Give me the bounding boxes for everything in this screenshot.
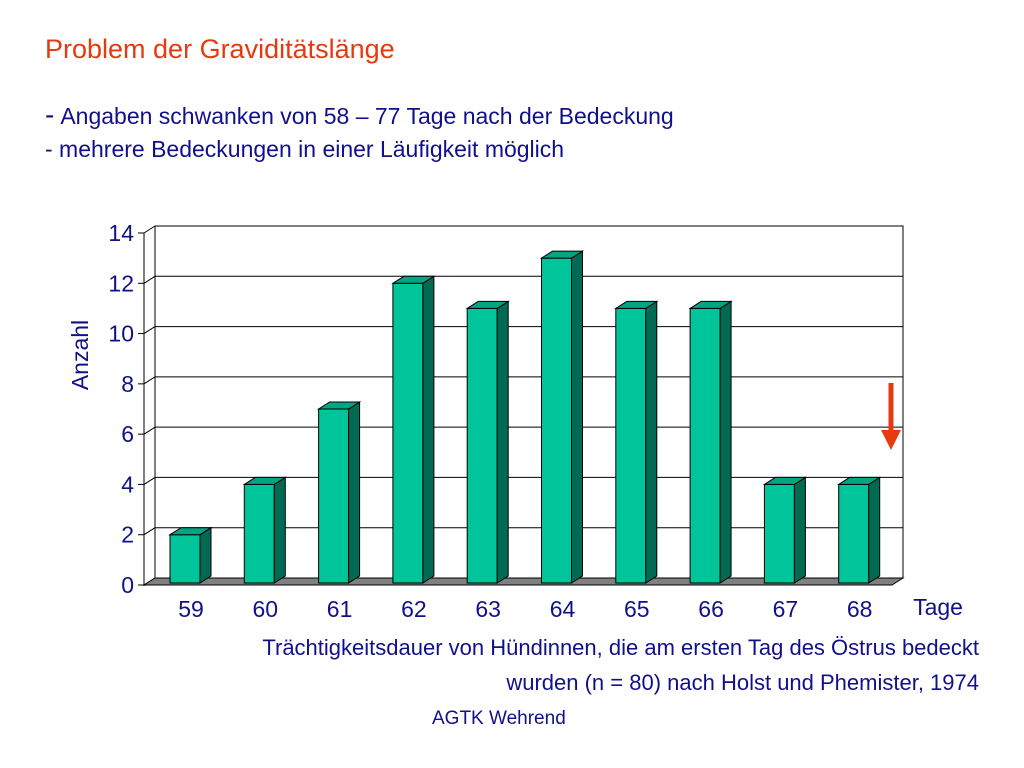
bar-59 xyxy=(168,526,213,584)
bar-front xyxy=(541,257,572,584)
bar-side xyxy=(645,300,658,584)
bullet-range-text: Angaben schwanken von 58 – 77 Tage nach … xyxy=(60,103,674,129)
gridline-depth xyxy=(143,376,156,385)
x-tick-label: 59 xyxy=(178,596,204,622)
bar-67 xyxy=(762,476,808,584)
arrow-head xyxy=(881,430,901,450)
x-tick-label: 65 xyxy=(624,596,650,622)
y-tick-label: 10 xyxy=(108,321,134,347)
down-arrow-annotation xyxy=(881,383,901,450)
gridline-depth xyxy=(143,275,156,284)
bar-62 xyxy=(391,275,436,584)
x-tick-label: 64 xyxy=(550,596,576,622)
gridline-depth xyxy=(143,426,156,435)
bar-front xyxy=(615,307,647,584)
bar-top xyxy=(539,250,585,259)
bar-top xyxy=(762,476,808,485)
bar-66 xyxy=(688,300,733,584)
y-tick-labels: 0 2 4 6 8 10 12 14 xyxy=(108,220,134,598)
bar-side xyxy=(348,401,361,584)
bar-61 xyxy=(316,401,362,584)
bar-front xyxy=(763,483,795,584)
y-tick-label: 6 xyxy=(121,421,134,447)
caption-line-2: wurden (n = 80) nach Holst und Phemister… xyxy=(506,670,979,695)
bar-front xyxy=(392,282,424,584)
bar-front xyxy=(243,483,275,584)
x-tick-label: 67 xyxy=(773,596,799,622)
bar-front xyxy=(169,534,201,584)
x-tick-label: 68 xyxy=(847,596,873,622)
bullet-range: - Angaben schwanken von 58 – 77 Tage nach… xyxy=(45,99,674,131)
bar-top xyxy=(836,476,882,485)
chart-bars xyxy=(168,250,882,584)
bar-front xyxy=(838,483,870,584)
y-tick-label: 0 xyxy=(121,572,134,598)
bar-top xyxy=(465,300,510,309)
bar-top xyxy=(614,300,659,309)
x-tick-labels: 59 60 61 62 63 64 65 66 67 68 xyxy=(178,596,872,622)
bar-front xyxy=(689,307,721,584)
bar-65 xyxy=(614,300,659,584)
bullet-multiple-matings: - mehrere Bedeckungen in einer Läufigkei… xyxy=(45,136,565,162)
bar-side xyxy=(199,526,212,584)
x-tick-label: 60 xyxy=(253,596,279,622)
y-tick-label: 12 xyxy=(108,270,134,296)
bar-side xyxy=(793,476,806,584)
x-tick-label: 62 xyxy=(401,596,427,622)
bar-68 xyxy=(836,476,882,584)
y-tick-label: 4 xyxy=(121,471,134,497)
x-axis-label: Tage xyxy=(913,594,963,620)
bar-64 xyxy=(539,250,585,584)
bar-side xyxy=(719,300,732,584)
gridline-depth xyxy=(143,326,156,334)
gridline-depth xyxy=(143,527,156,536)
bar-63 xyxy=(465,300,510,584)
bar-60 xyxy=(242,476,288,584)
bar-top xyxy=(168,527,213,536)
bar-side xyxy=(868,476,881,584)
bar-top xyxy=(391,275,436,284)
x-tick-label: 66 xyxy=(698,596,724,622)
x-tick-label: 63 xyxy=(475,596,501,622)
gridline-depth xyxy=(143,477,156,485)
caption-line-1: Trächtigkeitsdauer von Hündinnen, die am… xyxy=(262,635,979,660)
bar-side xyxy=(496,300,509,584)
bar-top xyxy=(316,401,362,410)
bar-side xyxy=(273,476,286,584)
y-axis-label: Anzahl xyxy=(67,320,93,390)
slide-title: Problem der Graviditätslänge xyxy=(45,34,395,64)
y-tick-label: 2 xyxy=(121,522,134,548)
bar-front xyxy=(466,307,498,584)
y-tick-label: 14 xyxy=(108,220,134,246)
bar-top xyxy=(688,300,733,309)
bar-top xyxy=(242,476,288,485)
credit-text: AGTK Wehrend xyxy=(432,708,566,729)
bar-side xyxy=(571,250,583,584)
bullet-dash: - xyxy=(45,99,55,130)
y-tick-label: 8 xyxy=(121,371,134,397)
gridline-depth xyxy=(143,225,156,234)
bar-front xyxy=(318,408,350,584)
bar-side xyxy=(422,275,435,584)
x-tick-label: 61 xyxy=(327,596,353,622)
